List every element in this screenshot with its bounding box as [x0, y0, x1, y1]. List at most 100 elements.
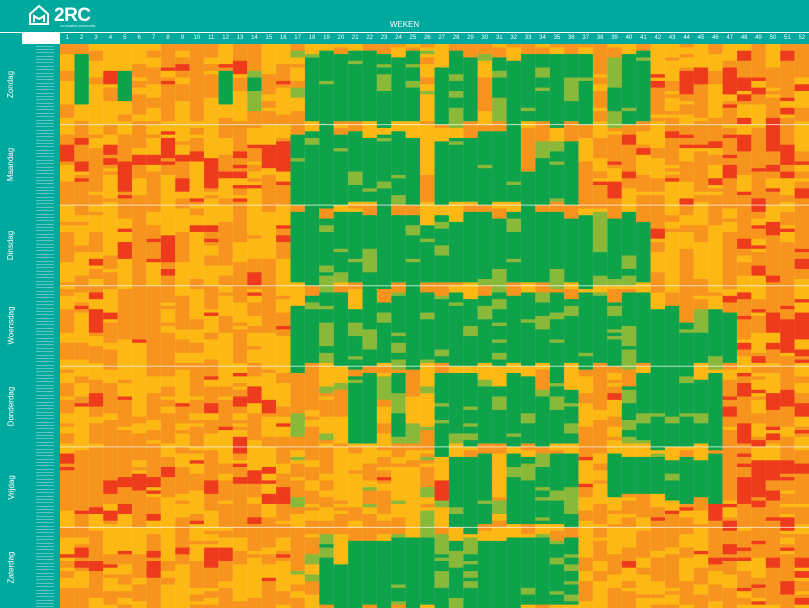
heat-cell [362, 312, 378, 317]
heat-cell [319, 225, 335, 230]
heat-cell [175, 164, 191, 169]
heat-cell [232, 507, 248, 512]
heat-cell [74, 356, 90, 360]
heat-cell [247, 221, 263, 226]
heat-cell [391, 396, 407, 401]
heat-cell [391, 121, 407, 125]
heat-cell [420, 164, 435, 169]
heat-cell [204, 601, 219, 606]
hour-tick [36, 532, 54, 534]
hour-tick [36, 555, 54, 557]
heat-cell [391, 279, 407, 283]
heat-cell [160, 101, 176, 105]
heat-cell [420, 282, 435, 287]
heat-cell [319, 154, 335, 159]
heat-cell [160, 524, 176, 528]
heat-cell [290, 540, 306, 545]
heat-cell [405, 242, 421, 246]
heat-cell [276, 503, 291, 508]
heat-cell [204, 379, 219, 384]
heat-cell [60, 443, 75, 448]
heat-cell [247, 87, 263, 92]
heat-cell [333, 322, 349, 327]
heat-cell [189, 527, 205, 532]
heat-cell [160, 302, 176, 307]
heat-cell [290, 131, 306, 136]
heat-cell [74, 111, 90, 115]
heat-cell [391, 111, 407, 115]
heat-cell [290, 339, 306, 344]
heat-cell [348, 581, 363, 585]
heat-cell [204, 138, 219, 142]
heat-cell [290, 577, 306, 582]
heat-cell [232, 409, 248, 414]
heat-cell [88, 242, 104, 246]
heat-cell [74, 201, 90, 206]
heat-cell [276, 477, 291, 481]
heat-cell [434, 497, 450, 501]
heat-cell [160, 309, 176, 313]
heat-cell [304, 530, 320, 535]
heat-cell [319, 228, 335, 233]
heat-cell [218, 527, 234, 532]
heat-cell [434, 188, 450, 193]
heat-cell [420, 50, 435, 55]
heat-cell [362, 178, 378, 183]
heat-cell [405, 440, 421, 444]
heat-cell [391, 138, 407, 142]
heat-cell [304, 500, 320, 505]
heat-cell [348, 406, 363, 411]
heat-cell [247, 587, 263, 592]
heat-cell [88, 154, 104, 159]
heat-cell [362, 121, 378, 125]
heat-cell [103, 54, 119, 58]
heat-cell [117, 94, 133, 99]
heat-cell [60, 591, 75, 595]
heat-cell [304, 148, 320, 152]
heat-cell [261, 423, 277, 428]
heat-cell [175, 232, 191, 236]
heat-cell [405, 94, 421, 99]
heat-cell [204, 547, 219, 552]
heat-cell [189, 185, 205, 189]
heat-cell [304, 550, 320, 555]
heat-cell [434, 423, 450, 428]
heat-cell [261, 480, 277, 485]
heat-cell [448, 91, 464, 95]
heat-cell [304, 121, 320, 125]
heat-cell [189, 433, 205, 438]
heat-cell [319, 97, 335, 102]
heat-cell [376, 342, 392, 347]
heat-cell [132, 242, 147, 246]
heat-cell [88, 342, 104, 347]
heat-cell [146, 225, 162, 230]
heat-cell [103, 289, 119, 293]
heat-cell [117, 205, 133, 209]
heat-cell [88, 500, 104, 505]
heat-cell [434, 164, 450, 169]
heat-cell [276, 336, 291, 340]
heat-cell [376, 460, 392, 465]
heat-cell [420, 185, 435, 189]
heat-cell [117, 514, 133, 518]
heat-cell [60, 571, 75, 575]
heat-cell [463, 235, 479, 240]
heat-cell [218, 148, 234, 152]
heat-cell [362, 127, 378, 132]
heat-cell [204, 584, 219, 589]
heat-cell [448, 248, 464, 253]
heat-cell [103, 171, 119, 176]
heat-cell [247, 121, 263, 125]
heat-cell [290, 74, 306, 78]
heat-cell [146, 456, 162, 461]
heat-cell [160, 440, 176, 444]
heat-cell [204, 232, 219, 236]
heat-cell [160, 148, 176, 152]
heat-cell [189, 292, 205, 297]
hour-tick [36, 166, 54, 168]
heat-cell [261, 591, 277, 595]
heat-cell [218, 487, 234, 491]
heat-cell [420, 490, 435, 495]
heat-cell [362, 91, 378, 95]
heat-cell [204, 396, 219, 401]
